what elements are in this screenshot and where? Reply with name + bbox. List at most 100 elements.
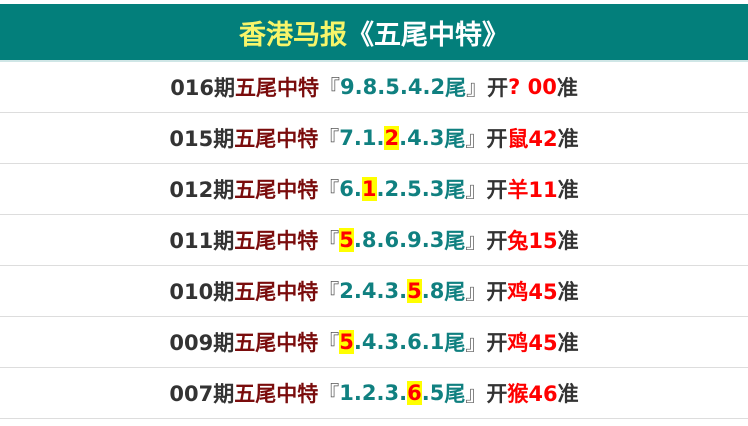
tail-label: 尾 bbox=[444, 280, 466, 304]
tail-digit: 2 bbox=[430, 75, 446, 99]
tail-digit: 1 bbox=[429, 330, 445, 354]
open-label: 开 bbox=[486, 127, 508, 151]
separator: . bbox=[353, 381, 362, 405]
open-bracket: 『 bbox=[318, 178, 340, 202]
separator: . bbox=[421, 279, 430, 303]
open-label: 开 bbox=[486, 280, 508, 304]
close-bracket: 』 bbox=[465, 178, 487, 202]
accurate-label: 准 bbox=[557, 382, 579, 406]
close-bracket: 』 bbox=[465, 382, 487, 406]
tail-digit: 2 bbox=[361, 381, 377, 405]
result: 鸡45 bbox=[507, 280, 558, 304]
separator: . bbox=[376, 126, 385, 150]
tail-digit: 4 bbox=[361, 279, 377, 303]
period: 012期 bbox=[169, 178, 235, 202]
accurate-label: 准 bbox=[557, 178, 579, 202]
tail-label: 尾 bbox=[444, 331, 466, 355]
prediction-row: 016期 五尾中特『9. 8. 5. 4. 2 尾』开? 00 准 bbox=[0, 62, 748, 113]
result: 鸡45 bbox=[507, 331, 558, 355]
result: 鼠42 bbox=[507, 127, 558, 151]
result: 兔15 bbox=[507, 229, 558, 253]
tail-digit: 5 bbox=[407, 177, 422, 201]
tail-digit: 1 bbox=[361, 126, 377, 150]
title-site: 香港马报 bbox=[239, 19, 347, 51]
prediction-row: 010期 五尾中特『2. 4. 3. 5. 8 尾』开鸡45 准 bbox=[0, 266, 748, 317]
tail-label: 尾 bbox=[444, 382, 466, 406]
close-bracket: 』 bbox=[465, 229, 487, 253]
separator: . bbox=[354, 75, 363, 99]
open-bracket: 『 bbox=[319, 76, 341, 100]
accurate-label: 准 bbox=[556, 76, 578, 100]
tail-digit: 6 bbox=[407, 381, 422, 405]
open-bracket: 『 bbox=[318, 229, 340, 253]
open-bracket: 『 bbox=[318, 127, 340, 151]
tail-digit: 2 bbox=[384, 177, 400, 201]
tail-digit: 1 bbox=[339, 381, 354, 405]
title-section: 《五尾中特》 bbox=[347, 19, 509, 51]
open-bracket: 『 bbox=[318, 331, 340, 355]
separator: . bbox=[421, 381, 430, 405]
prediction-row: 015期 五尾中特『7. 1. 2. 4. 3 尾』开鼠42 准 bbox=[0, 113, 748, 164]
prediction-row: 009期 五尾中特『5. 4. 3. 6. 1 尾』开鸡45 准 bbox=[0, 317, 748, 368]
separator: . bbox=[353, 279, 362, 303]
period: 009期 bbox=[169, 331, 235, 355]
prediction-row: 011期 五尾中特『5. 8. 6. 9. 3 尾』开兔15 准 bbox=[0, 215, 748, 266]
label: 五尾中特 bbox=[234, 382, 319, 406]
tail-digit: 2 bbox=[339, 279, 354, 303]
period: 015期 bbox=[169, 127, 235, 151]
tail-digit: 4 bbox=[361, 330, 377, 354]
tail-digit: 5 bbox=[407, 279, 422, 303]
page-header: 香港马报 《五尾中特》 bbox=[0, 4, 748, 62]
tail-digit: 3 bbox=[429, 126, 445, 150]
period: 011期 bbox=[169, 229, 235, 253]
label: 五尾中特 bbox=[234, 280, 319, 304]
separator: . bbox=[376, 177, 385, 201]
close-bracket: 』 bbox=[465, 331, 487, 355]
tail-digit: 8 bbox=[362, 75, 378, 99]
separator: . bbox=[399, 75, 408, 99]
prediction-list: 016期 五尾中特『9. 8. 5. 4. 2 尾』开? 00 准 015期 五尾中特『7. 1. 2… bbox=[0, 62, 748, 419]
separator: . bbox=[376, 381, 385, 405]
separator: . bbox=[376, 330, 385, 354]
tail-digit: 5 bbox=[385, 75, 400, 99]
separator: . bbox=[399, 279, 408, 303]
separator: . bbox=[353, 228, 362, 252]
tail-digit: 9 bbox=[407, 228, 422, 252]
close-bracket: 』 bbox=[466, 76, 488, 100]
accurate-label: 准 bbox=[557, 127, 579, 151]
tail-digit: 6 bbox=[384, 228, 400, 252]
prediction-row: 007期 五尾中特『1. 2. 3. 6. 5 尾』开猴46 准 bbox=[0, 368, 748, 419]
label: 五尾中特 bbox=[234, 127, 319, 151]
period: 016期 bbox=[170, 76, 236, 100]
tail-label: 尾 bbox=[444, 229, 466, 253]
label: 五尾中特 bbox=[234, 229, 319, 253]
separator: . bbox=[399, 381, 408, 405]
tail-digit: 4 bbox=[407, 126, 422, 150]
separator: . bbox=[353, 330, 362, 354]
tail-digit: 3 bbox=[429, 177, 445, 201]
close-bracket: 』 bbox=[465, 127, 487, 151]
separator: . bbox=[421, 126, 430, 150]
separator: . bbox=[376, 228, 385, 252]
separator: . bbox=[399, 126, 408, 150]
tail-digit: 3 bbox=[384, 381, 400, 405]
open-label: 开 bbox=[486, 382, 508, 406]
separator: . bbox=[421, 228, 430, 252]
accurate-label: 准 bbox=[557, 229, 579, 253]
tail-digit: 6 bbox=[407, 330, 422, 354]
separator: . bbox=[399, 228, 408, 252]
separator: . bbox=[399, 330, 408, 354]
tail-digit: 3 bbox=[384, 330, 400, 354]
tail-digit: 1 bbox=[361, 177, 377, 201]
separator: . bbox=[377, 75, 386, 99]
result: 羊11 bbox=[507, 178, 558, 202]
tail-digit: 3 bbox=[384, 279, 400, 303]
accurate-label: 准 bbox=[557, 331, 579, 355]
tail-digit: 3 bbox=[429, 228, 445, 252]
tail-digit: 4 bbox=[407, 75, 423, 99]
tail-label: 尾 bbox=[444, 127, 466, 151]
tail-label: 尾 bbox=[445, 76, 467, 100]
label: 五尾中特 bbox=[235, 76, 320, 100]
open-bracket: 『 bbox=[318, 280, 340, 304]
separator: . bbox=[376, 279, 385, 303]
